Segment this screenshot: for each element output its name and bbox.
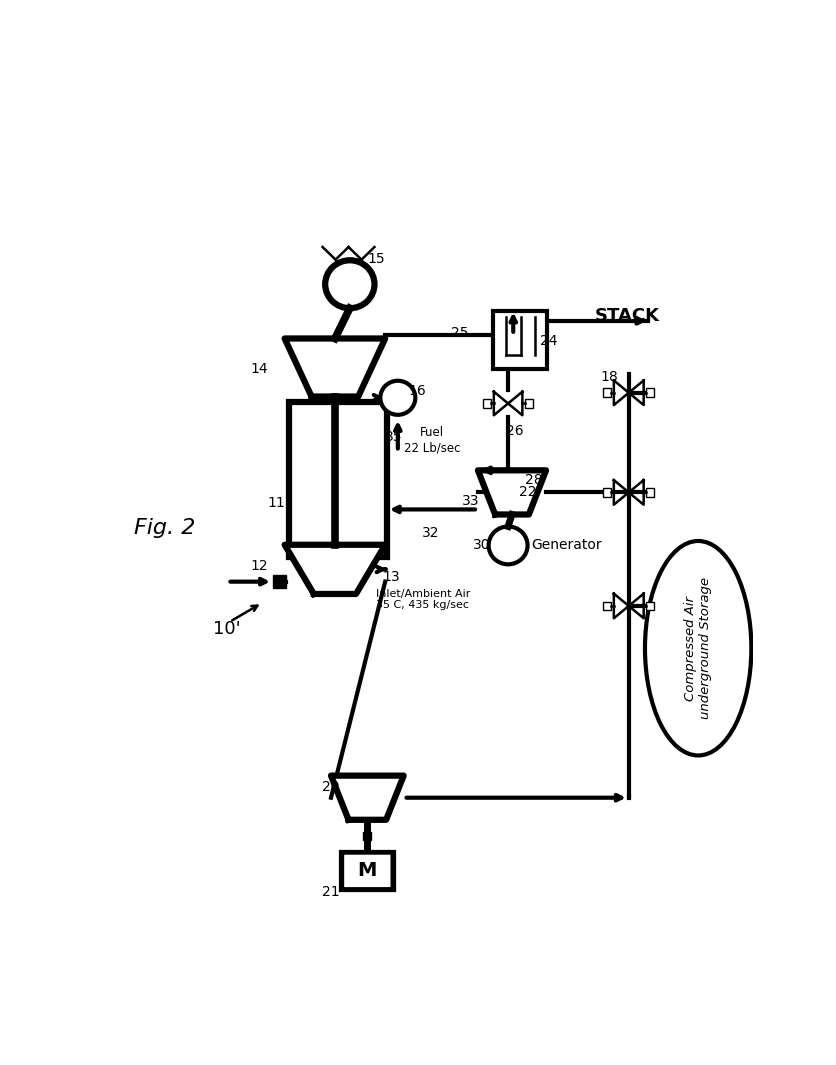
Bar (603, 602, 610, 610)
Text: 18: 18 (599, 370, 618, 384)
Polygon shape (284, 545, 385, 594)
Circle shape (488, 526, 527, 564)
Text: 30: 30 (473, 539, 491, 553)
Bar (363, 833, 371, 840)
Text: M: M (357, 862, 376, 881)
Text: 15: 15 (366, 252, 384, 266)
FancyBboxPatch shape (343, 854, 391, 888)
Text: Fig. 2: Fig. 2 (134, 519, 195, 539)
Text: Inlet/Ambient Air
35 C, 435 kg/sec: Inlet/Ambient Air 35 C, 435 kg/sec (375, 589, 470, 610)
Text: 32: 32 (421, 526, 439, 540)
Bar (645, 488, 653, 496)
Polygon shape (284, 339, 385, 396)
Text: 25: 25 (451, 326, 468, 340)
Text: Fuel
22 Lb/sec: Fuel 22 Lb/sec (404, 426, 460, 454)
Bar (603, 488, 610, 496)
Text: 12: 12 (250, 559, 268, 573)
Polygon shape (477, 471, 545, 514)
Text: Compressed Air
underground Storage: Compressed Air underground Storage (683, 577, 711, 719)
Text: 10': 10' (212, 620, 240, 638)
Circle shape (380, 381, 415, 414)
Text: Generator: Generator (531, 539, 601, 553)
Text: 26: 26 (505, 424, 522, 438)
Bar (524, 399, 532, 408)
Bar (289, 403, 386, 557)
Text: 28: 28 (525, 473, 543, 487)
Text: 16: 16 (408, 384, 426, 398)
Text: 11: 11 (268, 496, 285, 510)
Bar (492, 311, 547, 368)
Text: 20: 20 (321, 780, 339, 794)
Bar (483, 399, 491, 408)
Bar (603, 389, 610, 397)
Text: 35: 35 (384, 430, 401, 444)
Text: STACK: STACK (594, 307, 659, 325)
Text: 14: 14 (250, 362, 268, 376)
Text: 33: 33 (461, 494, 479, 508)
Text: 22: 22 (518, 486, 536, 499)
Bar (645, 602, 653, 610)
Bar (645, 389, 653, 397)
Text: 21: 21 (321, 885, 339, 899)
Text: 13: 13 (382, 570, 400, 584)
Polygon shape (330, 775, 403, 820)
Circle shape (324, 260, 374, 308)
Bar (342, 853, 392, 889)
Bar (273, 575, 286, 588)
Text: 24: 24 (539, 334, 557, 348)
